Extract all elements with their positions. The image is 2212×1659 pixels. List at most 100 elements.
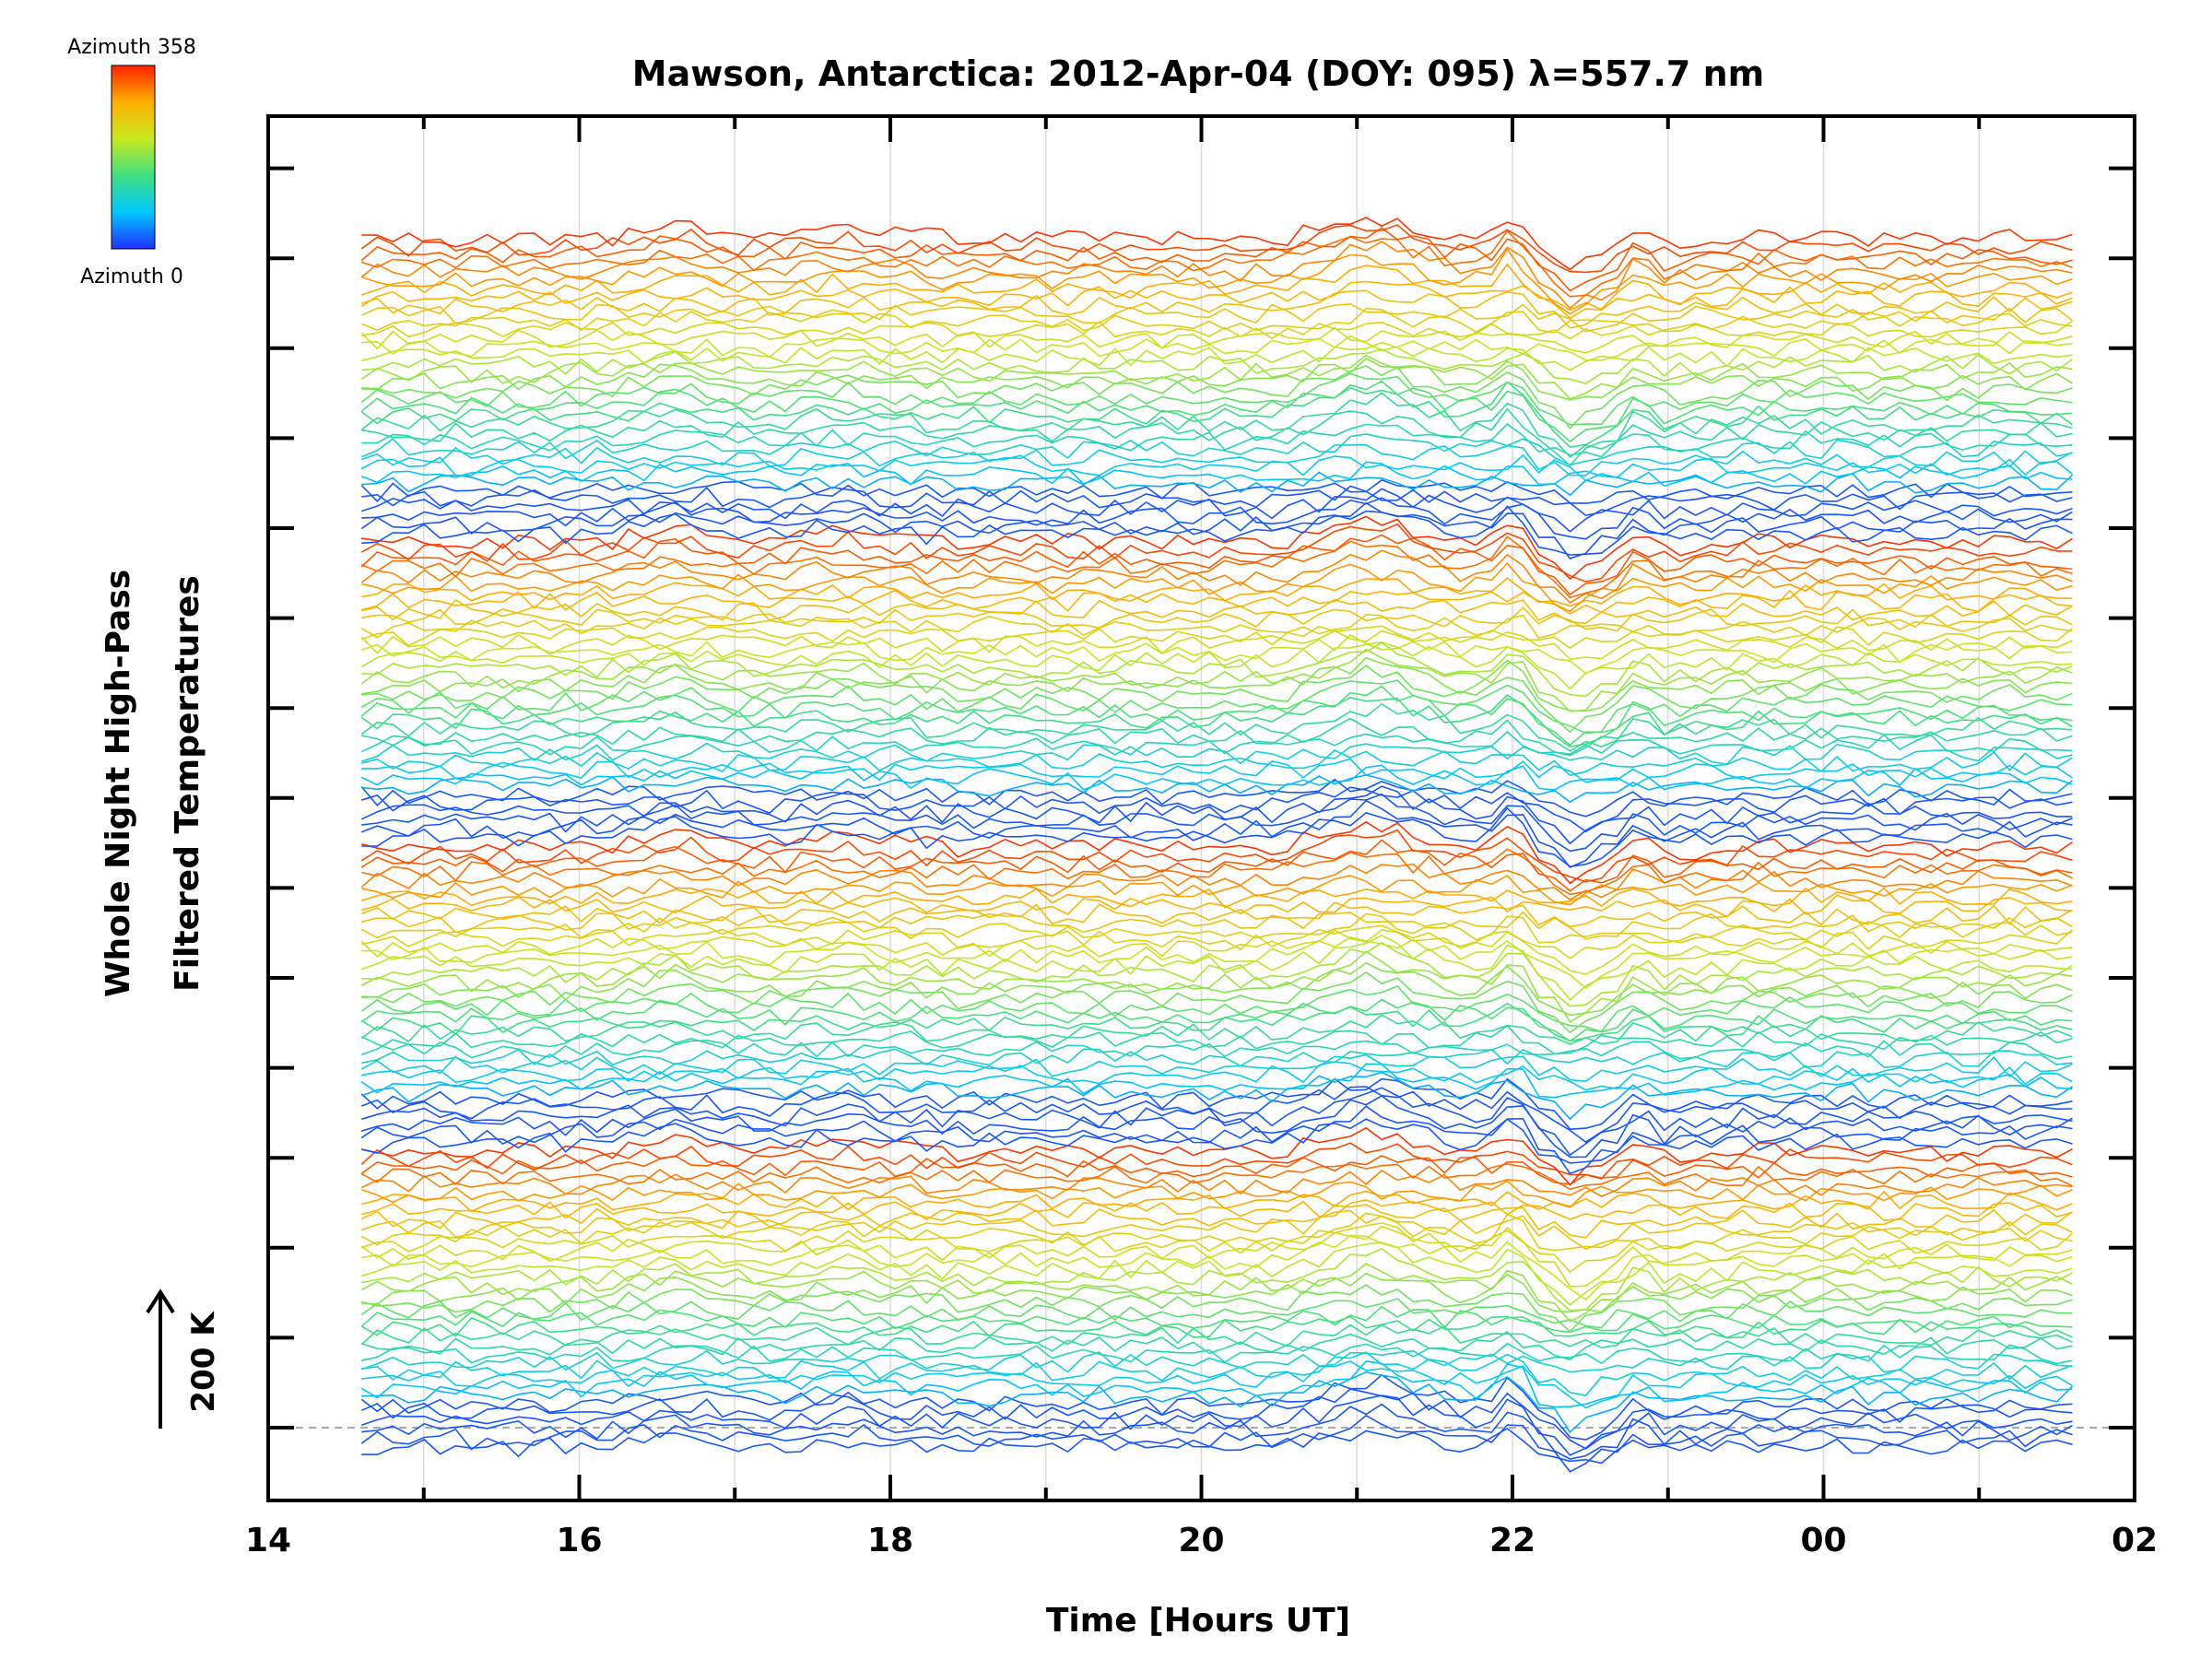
trace-line xyxy=(361,1126,2073,1186)
trace-line xyxy=(361,515,2073,581)
x-tick-label: 20 xyxy=(1178,1522,1224,1559)
trace-line xyxy=(360,950,2073,1023)
trace-line xyxy=(361,1284,2073,1333)
trace-line xyxy=(361,935,2073,990)
x-tick-label: 16 xyxy=(556,1522,602,1559)
trace-line xyxy=(361,1427,2073,1465)
trace-line xyxy=(360,1263,2073,1323)
trace-line xyxy=(360,381,2073,448)
trace-line xyxy=(361,606,2073,632)
trace-line xyxy=(360,372,2073,426)
trace-line xyxy=(361,505,2073,556)
x-axis-tick-labels: 14 16 18 20 22 00 02 xyxy=(245,1522,2158,1559)
y-axis-ticks xyxy=(268,166,2135,1430)
trace-line xyxy=(360,1360,2073,1408)
trace-line xyxy=(360,1241,2073,1306)
trace-line xyxy=(360,380,2073,443)
trace-line xyxy=(360,1180,2073,1208)
trace-line xyxy=(361,1342,2073,1365)
scale-bar: 200 K xyxy=(146,1288,222,1429)
trace-line xyxy=(360,839,2073,892)
trace-line xyxy=(360,227,2073,292)
trace-line xyxy=(360,534,2073,596)
trace-line xyxy=(360,229,2073,298)
trace-line xyxy=(360,1330,2073,1361)
trace-line xyxy=(361,665,2073,734)
trace-line xyxy=(360,488,2073,533)
trace-line xyxy=(360,1002,2073,1042)
trace-line xyxy=(360,247,2073,315)
trace-line xyxy=(360,633,2073,675)
x-axis-ticks xyxy=(266,116,2136,1500)
trace-line xyxy=(360,1373,2073,1441)
trace-line xyxy=(360,1414,2073,1473)
trace-line xyxy=(360,501,2073,559)
scale-bar-label: 200 K xyxy=(185,1311,222,1413)
trace-line xyxy=(360,589,2073,615)
trace-line xyxy=(360,901,2073,928)
trace-line xyxy=(361,1118,2073,1164)
trace-line xyxy=(361,320,2073,340)
trace-line xyxy=(360,535,2073,599)
trace-line xyxy=(360,1305,2073,1334)
x-tick-label: 14 xyxy=(245,1522,291,1559)
trace-line xyxy=(361,875,2073,906)
trace-line xyxy=(360,433,2073,466)
x-tick-label: 00 xyxy=(1800,1522,1846,1559)
trace-line xyxy=(361,358,2073,401)
y-axis-label-line1: Whole Night High-Pass xyxy=(100,570,137,997)
y-axis-label-line2: Filtered Temperatures xyxy=(169,575,206,992)
trace-line xyxy=(360,461,2073,488)
trace-line xyxy=(360,1086,2073,1144)
trace-line xyxy=(360,1349,2073,1373)
trace-line xyxy=(361,971,2073,1034)
trace-line xyxy=(360,742,2073,766)
trace-line xyxy=(361,911,2073,940)
trace-line xyxy=(360,1225,2073,1288)
trace-line xyxy=(360,263,2073,312)
trace-line xyxy=(361,365,2073,429)
trace-line xyxy=(360,1170,2073,1197)
trace-line xyxy=(361,217,2073,271)
x-tick-label: 18 xyxy=(867,1522,913,1559)
trace-line xyxy=(360,392,2073,458)
trace-line xyxy=(361,1061,2073,1091)
trace-line xyxy=(361,1371,2074,1434)
trace-line xyxy=(361,407,2073,466)
trace-line xyxy=(360,693,2073,748)
trace-line xyxy=(360,863,2073,901)
trace-line xyxy=(360,549,2073,604)
trace-line xyxy=(360,354,2073,400)
trace-line xyxy=(360,1142,2073,1180)
trace-line xyxy=(360,1014,2073,1045)
trace-line xyxy=(360,241,2073,310)
trace-line xyxy=(360,702,2073,752)
trace-line xyxy=(360,303,2073,333)
trace-line xyxy=(360,786,2073,833)
trace-line xyxy=(360,1063,2073,1099)
legend-top-label: Azimuth 358 xyxy=(67,36,196,59)
trace-line xyxy=(360,1199,2073,1221)
trace-line xyxy=(361,961,2073,1017)
trace-line xyxy=(361,471,2074,497)
trace-line xyxy=(361,820,2073,885)
trace-line xyxy=(360,1071,2073,1121)
trace-line xyxy=(360,224,2073,274)
trace-line xyxy=(361,1360,2073,1409)
trace-line xyxy=(360,685,2073,747)
traces xyxy=(360,217,2074,1473)
scale-bar-arrowhead xyxy=(146,1288,175,1314)
trace-line xyxy=(360,935,2073,1001)
trace-line xyxy=(361,577,2073,607)
trace-line xyxy=(360,1155,2073,1185)
trace-line xyxy=(360,1394,2073,1456)
trace-line xyxy=(361,561,2073,613)
trace-line xyxy=(360,730,2073,756)
trace-line xyxy=(360,764,2073,791)
trace-line xyxy=(360,443,2073,477)
trace-line xyxy=(360,912,2073,944)
trace-line xyxy=(361,1351,2073,1396)
trace-line xyxy=(360,998,2073,1042)
trace-line xyxy=(361,485,2073,517)
